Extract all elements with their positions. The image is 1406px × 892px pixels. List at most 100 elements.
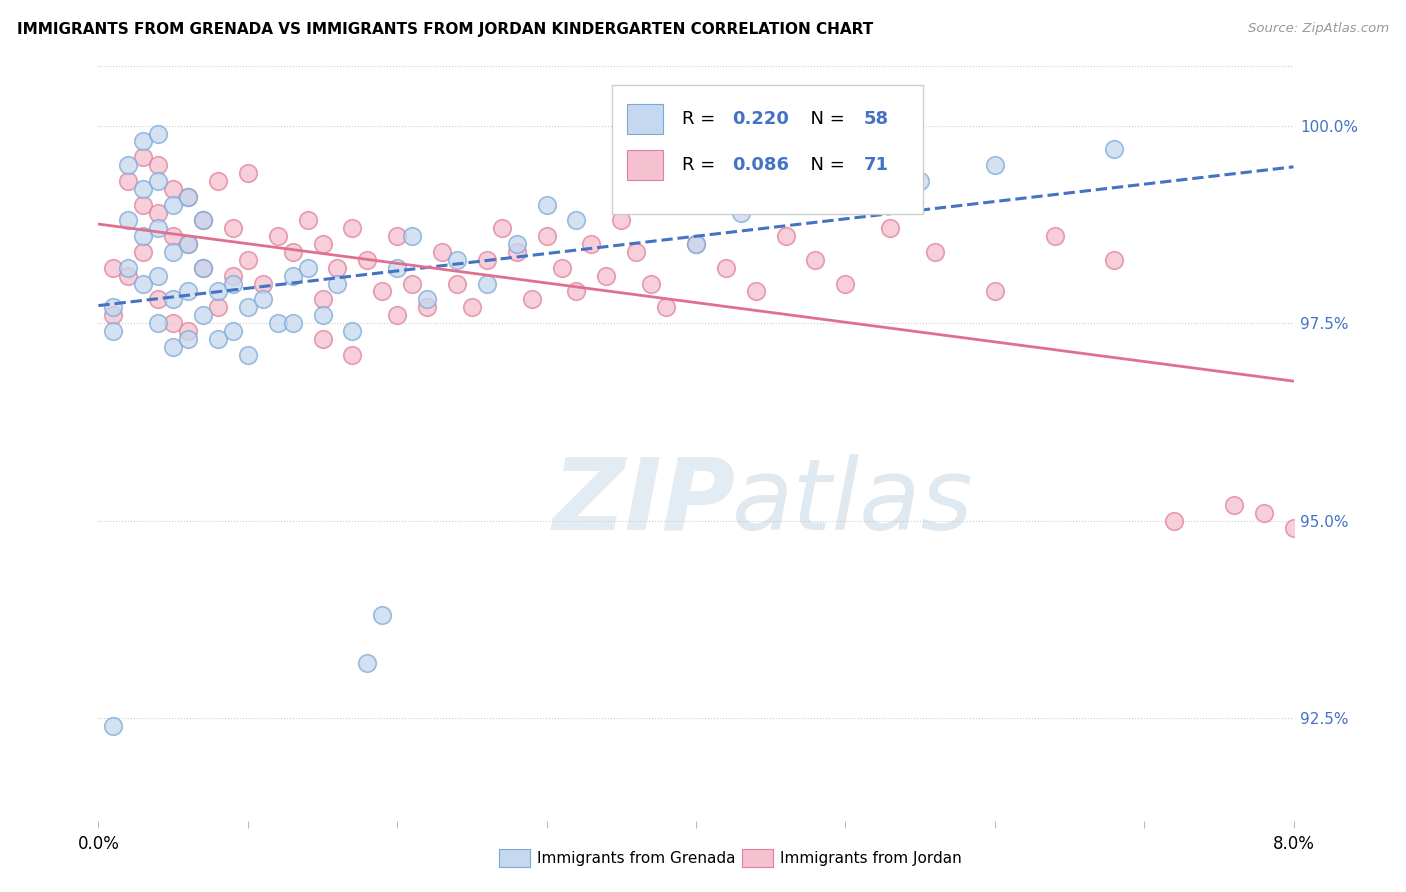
Point [520,293,543,307]
Point [1282,521,1305,535]
Point [207,332,229,346]
Point [252,277,274,291]
Point [506,237,529,252]
Point [834,277,856,291]
Point [356,656,378,670]
Point [775,182,797,196]
Point [595,268,617,283]
Point [236,166,259,180]
Point [162,182,184,196]
Point [714,260,737,275]
Point [103,719,125,733]
Point [132,197,155,211]
Point [342,348,364,362]
Point [281,316,304,330]
Point [162,197,184,211]
Point [1163,514,1185,528]
Point [1104,252,1126,267]
Point [148,221,170,235]
Point [236,300,259,314]
Point [401,229,423,244]
Point [297,213,319,227]
Point [311,332,333,346]
Text: 58: 58 [863,111,889,128]
Point [267,316,290,330]
Point [356,252,378,267]
Point [475,277,498,291]
FancyBboxPatch shape [627,150,662,180]
Point [117,268,139,283]
Point [640,277,662,291]
Point [565,213,588,227]
Point [177,190,200,204]
Point [162,316,184,330]
Point [236,252,259,267]
Point [1223,498,1246,512]
Text: R =: R = [682,156,721,174]
Text: N =: N = [799,156,851,174]
Point [117,213,139,227]
Point [132,277,155,291]
Point [103,308,125,322]
Point [581,237,603,252]
Point [371,285,394,299]
Point [222,324,245,338]
Point [297,260,319,275]
Point [177,324,200,338]
Point [103,324,125,338]
Point [984,158,1007,172]
Point [148,205,170,219]
Point [550,260,572,275]
Point [162,340,184,354]
Point [191,308,214,322]
Point [132,135,155,149]
Point [177,332,200,346]
Point [236,348,259,362]
Point [416,293,439,307]
Point [148,158,170,172]
Point [177,237,200,252]
Point [148,316,170,330]
Point [342,324,364,338]
Point [132,150,155,164]
Text: atlas: atlas [733,454,973,550]
Point [430,244,453,259]
Point [834,197,856,211]
Point [984,285,1007,299]
Point [730,205,752,219]
Point [132,182,155,196]
Point [610,213,633,227]
Point [385,308,409,322]
Point [132,229,155,244]
Point [177,190,200,204]
Point [267,229,290,244]
Point [371,608,394,623]
Point [117,158,139,172]
Point [565,285,588,299]
Point [207,285,229,299]
Point [177,285,200,299]
Point [491,221,513,235]
Text: Source: ZipAtlas.com: Source: ZipAtlas.com [1249,22,1389,36]
Point [103,300,125,314]
Point [342,221,364,235]
Point [117,260,139,275]
Point [401,277,423,291]
Point [191,213,214,227]
Point [162,293,184,307]
Point [506,244,529,259]
Point [148,268,170,283]
Point [148,293,170,307]
Point [1253,506,1275,520]
Point [281,244,304,259]
Point [148,127,170,141]
Point [745,285,768,299]
Point [252,293,274,307]
Point [191,260,214,275]
Point [281,268,304,283]
Point [207,300,229,314]
Text: 0.086: 0.086 [733,156,789,174]
Point [191,213,214,227]
Text: 0.220: 0.220 [733,111,789,128]
Point [385,229,409,244]
